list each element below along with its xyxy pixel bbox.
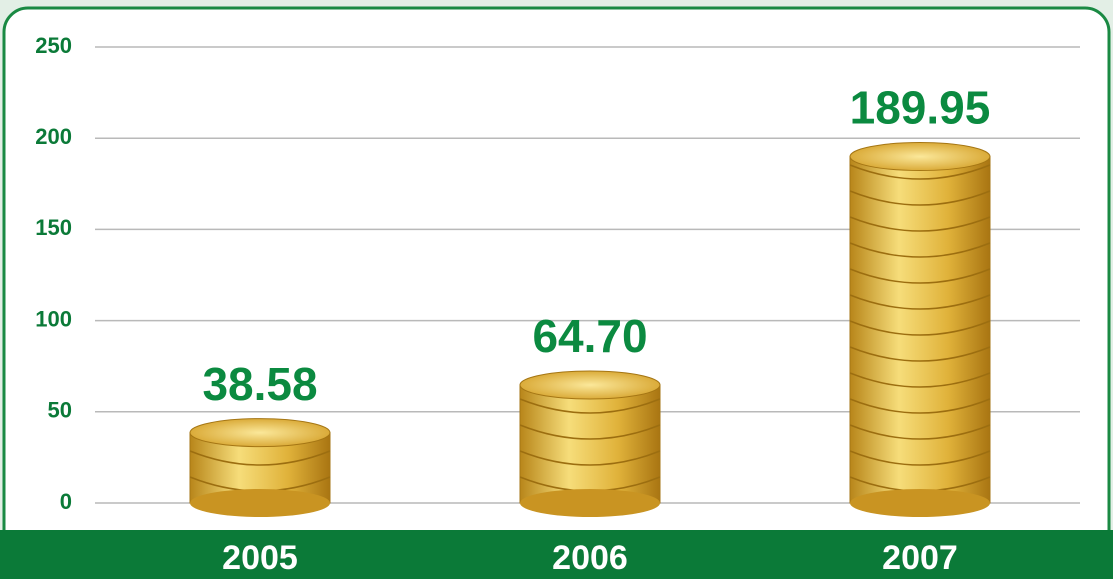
x-tick-label: 2005 (222, 539, 298, 577)
y-tick-label: 0 (60, 489, 72, 514)
y-tick-label: 50 (48, 398, 72, 423)
coin-bottom (190, 489, 330, 517)
y-tick-label: 150 (35, 215, 72, 240)
coin-bottom (850, 489, 990, 517)
coin-bottom (520, 489, 660, 517)
x-tick-label: 2006 (552, 539, 628, 577)
chart: 0 50 100 150 200 250 2005 38.58 2006 64.70 2007 189… (0, 0, 1113, 579)
y-tick-label: 100 (35, 306, 72, 331)
value-label: 189.95 (850, 82, 991, 134)
y-tick-label: 200 (35, 124, 72, 149)
bar (520, 385, 660, 503)
coin-top (190, 419, 330, 447)
value-label: 38.58 (202, 358, 317, 410)
value-label: 64.70 (532, 310, 647, 362)
coin-top (850, 143, 990, 171)
bar (850, 157, 990, 503)
page: 0 50 100 150 200 250 2005 38.58 2006 64.70 2007 189… (0, 0, 1113, 579)
x-tick-label: 2007 (882, 539, 958, 577)
coin-top (520, 371, 660, 399)
y-tick-label: 250 (35, 33, 72, 58)
